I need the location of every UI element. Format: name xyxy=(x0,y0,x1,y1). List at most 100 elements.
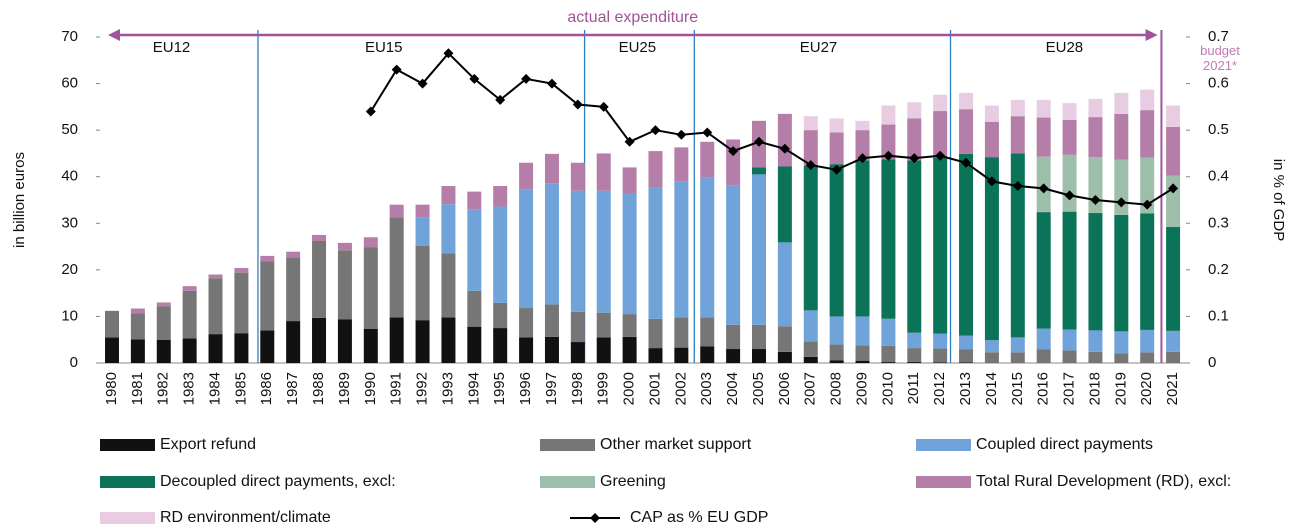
bar-segment xyxy=(1062,211,1077,330)
bar-segment xyxy=(984,121,999,158)
line-marker xyxy=(624,136,635,147)
bar-segment xyxy=(1088,213,1103,331)
bar-segment xyxy=(648,151,663,188)
x-tick-label: 2012 xyxy=(931,372,948,405)
bar-segment xyxy=(570,162,585,191)
bar-segment xyxy=(855,160,870,317)
bar-segment xyxy=(519,337,534,363)
x-tick-label: 2017 xyxy=(1061,372,1078,405)
y-tick-label: 70 xyxy=(61,28,78,45)
bar-segment xyxy=(1166,227,1181,331)
bar-segment xyxy=(208,278,223,335)
bar-segment xyxy=(959,349,974,363)
line-marker xyxy=(598,101,609,112)
bar-segment xyxy=(752,167,766,175)
x-tick-label: 2001 xyxy=(646,372,663,405)
line-marker xyxy=(883,150,894,161)
bar-segment xyxy=(441,253,456,318)
bar-segment xyxy=(777,351,792,363)
legend-swatch xyxy=(916,476,971,488)
y-axis-label: in billion euros xyxy=(11,152,28,248)
x-tick-label: 1986 xyxy=(258,372,275,405)
bar-segment xyxy=(726,324,741,350)
bar-segment xyxy=(1140,89,1155,111)
era-label: EU12 xyxy=(153,39,191,56)
legend-swatch xyxy=(540,476,595,488)
bar-segment xyxy=(234,333,249,363)
bar-segment xyxy=(1062,119,1077,155)
x-tick-label: 2002 xyxy=(672,372,689,405)
line-marker xyxy=(1116,197,1127,208)
bar-segment xyxy=(726,185,741,325)
line-marker xyxy=(779,143,790,154)
bar-segment xyxy=(1062,154,1077,212)
bar-segment xyxy=(544,304,559,337)
legend-swatch xyxy=(100,512,155,524)
legend-label: Greening xyxy=(600,473,666,490)
line-marker xyxy=(391,64,402,75)
bar-segment xyxy=(700,346,715,363)
bar-segment xyxy=(855,316,870,346)
bar-segment xyxy=(881,159,896,319)
bar-segment xyxy=(467,191,482,210)
bar-segment xyxy=(959,153,974,336)
bar-segment xyxy=(803,341,818,357)
y2-tick-label: 0.6 xyxy=(1208,75,1229,92)
bar-segment xyxy=(493,302,508,329)
line-marker xyxy=(417,78,428,89)
bar-segment xyxy=(881,124,896,160)
y2-tick-label: 0.3 xyxy=(1208,214,1229,231)
bar-segment xyxy=(959,335,974,350)
arrow-head xyxy=(108,29,120,41)
bar-segment xyxy=(648,187,663,319)
bar-segment xyxy=(1140,352,1155,363)
bar-segment xyxy=(752,174,766,325)
bar-segment xyxy=(1114,353,1129,363)
bar-segment xyxy=(570,311,585,343)
legend-swatch xyxy=(100,476,155,488)
bar-segment xyxy=(881,105,896,125)
x-tick-label: 1997 xyxy=(543,372,560,405)
bar-segment xyxy=(1062,103,1077,120)
bar-segment xyxy=(984,105,999,122)
bar-segment xyxy=(596,312,611,338)
bar-segment xyxy=(156,306,171,340)
bar-segment xyxy=(622,193,637,315)
bar-segment xyxy=(1140,157,1155,214)
bar-segment xyxy=(234,272,249,334)
bar-segment xyxy=(519,189,534,309)
bar-segment xyxy=(622,167,637,194)
x-tick-label: 2009 xyxy=(853,372,870,405)
bar-segment xyxy=(260,255,275,262)
x-tick-label: 1991 xyxy=(388,372,405,405)
bar-segment xyxy=(312,317,327,363)
bar-segment xyxy=(1166,105,1181,127)
bar-segment xyxy=(907,362,922,363)
bar-segment xyxy=(907,160,922,333)
x-tick-label: 2019 xyxy=(1112,372,1129,405)
x-tick-label: 1988 xyxy=(310,372,327,405)
bar-segment xyxy=(156,302,171,307)
y-tick-label: 0 xyxy=(70,354,78,371)
x-tick-label: 1992 xyxy=(414,372,431,405)
bar-segment xyxy=(648,318,663,349)
bar-segment xyxy=(363,247,378,330)
bar-segment xyxy=(519,162,534,190)
line-marker xyxy=(702,127,713,138)
bar-segment xyxy=(622,314,637,337)
bar-segment xyxy=(441,186,456,205)
line-series xyxy=(369,51,1174,206)
x-tick-label: 2021 xyxy=(1164,372,1181,405)
bar-segment xyxy=(674,147,689,182)
y2-tick-label: 0.5 xyxy=(1208,121,1229,138)
bar-segment xyxy=(907,118,922,161)
x-tick-label: 2007 xyxy=(802,372,819,405)
bar-segment xyxy=(363,329,378,363)
era-label: EU28 xyxy=(1046,39,1084,56)
bar-segment xyxy=(674,347,689,363)
bar-segment xyxy=(182,338,197,363)
line-marker xyxy=(469,73,480,84)
bar-segment xyxy=(570,190,585,312)
bar-segment xyxy=(803,356,818,363)
legend-label: Other market support xyxy=(600,436,752,453)
